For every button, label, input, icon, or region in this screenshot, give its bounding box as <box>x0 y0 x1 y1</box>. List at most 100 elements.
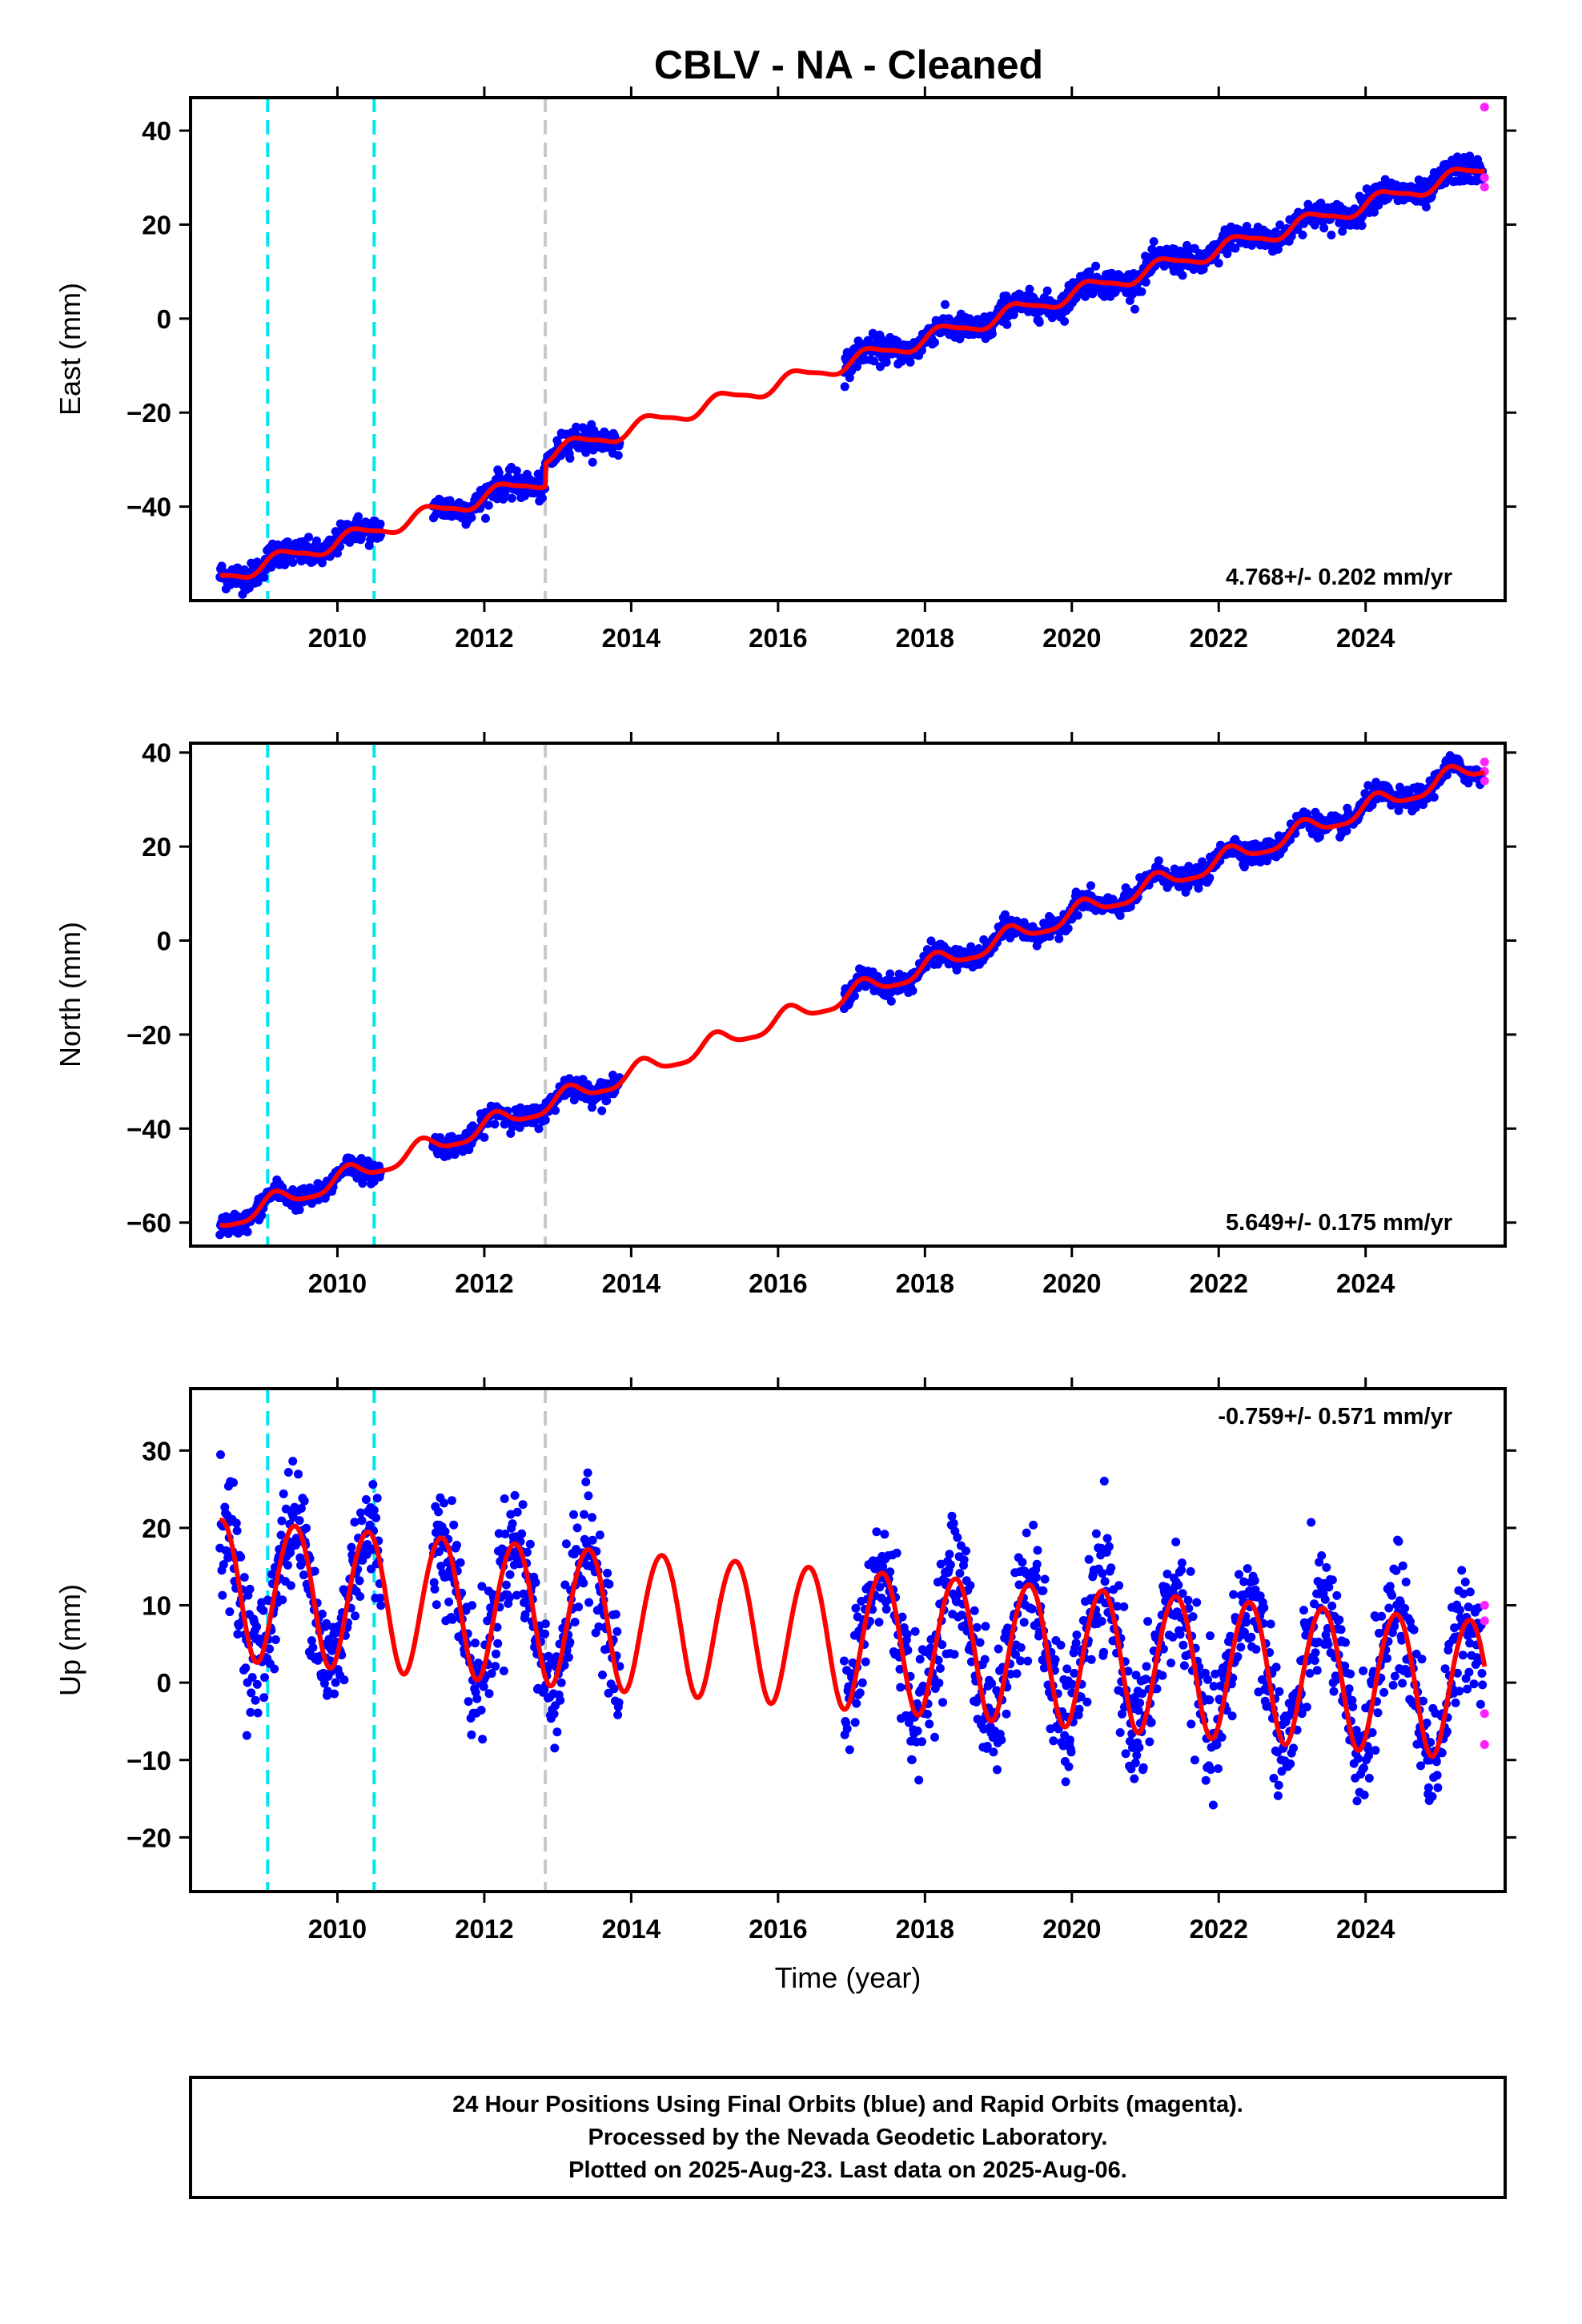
data-point <box>1091 1529 1101 1538</box>
data-point <box>850 1718 860 1727</box>
data-point <box>1132 1751 1142 1760</box>
data-point <box>1115 1728 1125 1737</box>
data-point <box>980 1655 990 1664</box>
data-point <box>452 1541 461 1550</box>
data-point <box>472 1694 482 1703</box>
data-point <box>970 1606 979 1615</box>
data-point <box>372 1494 382 1503</box>
data-point <box>1250 1576 1259 1586</box>
model-fit-line <box>218 167 1487 580</box>
data-point <box>283 1561 292 1570</box>
data-point <box>857 1678 867 1687</box>
data-point <box>476 1706 486 1715</box>
data-point <box>1275 1687 1284 1696</box>
y-tick-label: 40 <box>142 738 171 768</box>
plot-area <box>215 98 1489 601</box>
x-tick-label: 2010 <box>308 623 367 653</box>
data-point <box>507 493 516 503</box>
data-point <box>376 1601 386 1610</box>
data-point <box>1073 911 1082 920</box>
data-point <box>464 1697 473 1707</box>
data-point <box>540 1629 550 1638</box>
data-point <box>279 1489 288 1498</box>
data-point <box>1115 911 1125 920</box>
data-point <box>1084 1554 1094 1564</box>
data-point <box>1421 203 1431 211</box>
data-point <box>1477 1669 1487 1678</box>
data-point <box>243 1227 252 1236</box>
data-point <box>308 1642 318 1652</box>
data-point <box>1319 223 1329 233</box>
data-point <box>1102 1534 1112 1543</box>
rapid-point <box>1480 1601 1489 1610</box>
data-point <box>572 422 581 432</box>
rapid-point <box>1480 757 1489 766</box>
x-tick-label: 2014 <box>602 623 661 653</box>
data-point <box>1359 1790 1369 1799</box>
data-point <box>444 1597 454 1606</box>
data-point <box>259 573 269 582</box>
data-point <box>517 1529 527 1538</box>
data-point <box>917 1737 926 1747</box>
data-point <box>288 1457 298 1466</box>
data-point <box>934 1679 944 1688</box>
x-tick-label: 2020 <box>1042 1914 1101 1944</box>
rapid-point <box>1480 1709 1489 1719</box>
data-point <box>1166 1659 1176 1668</box>
data-point <box>288 557 298 567</box>
data-point <box>1086 1655 1096 1664</box>
data-point <box>886 996 896 1006</box>
data-point <box>570 1618 580 1626</box>
data-point <box>242 1731 251 1740</box>
data-point <box>581 1478 591 1486</box>
panel-east: 2010 2012 2014 2016 2018 2020 2022 2024−40−2002… <box>54 86 1516 653</box>
plot-area <box>215 743 1489 1246</box>
data-point <box>468 1601 477 1610</box>
data-point <box>1149 237 1158 247</box>
data-point <box>1227 1711 1237 1721</box>
data-point <box>551 1106 560 1116</box>
data-point <box>950 1650 959 1659</box>
data-point <box>480 1132 489 1142</box>
data-point <box>1145 1737 1154 1747</box>
data-point <box>1327 231 1336 239</box>
data-point <box>286 1581 295 1590</box>
data-point <box>339 1675 349 1685</box>
data-point <box>1134 1743 1144 1752</box>
data-point <box>294 1470 303 1479</box>
panel-north: 2010 2012 2014 2016 2018 2020 2022 2024−60−40−2… <box>54 732 1516 1298</box>
data-point <box>259 1606 268 1615</box>
data-point <box>484 1689 494 1699</box>
data-point <box>613 451 623 460</box>
data-point <box>1387 1590 1397 1600</box>
data-point <box>1186 1566 1195 1576</box>
data-point <box>902 1630 912 1639</box>
data-point <box>1208 1800 1218 1810</box>
data-point <box>987 329 997 339</box>
data-point <box>490 1120 500 1129</box>
data-point <box>907 1755 917 1764</box>
data-point <box>1401 1578 1411 1586</box>
y-tick-label: 20 <box>142 210 171 239</box>
data-point <box>260 1673 269 1683</box>
data-point <box>1062 1664 1072 1674</box>
data-point <box>278 1595 287 1605</box>
data-point <box>1179 1661 1189 1671</box>
data-point <box>1178 271 1187 280</box>
data-point <box>1451 1698 1460 1707</box>
data-point <box>1455 1606 1464 1614</box>
data-point <box>1311 1648 1320 1658</box>
data-point <box>852 1699 861 1708</box>
rapid-point <box>1480 1616 1489 1626</box>
data-point <box>501 1580 511 1590</box>
data-point <box>915 1655 925 1664</box>
x-tick-label: 2012 <box>455 1914 513 1944</box>
data-point <box>259 1693 269 1703</box>
data-point <box>989 1747 998 1757</box>
data-point <box>232 1526 242 1535</box>
data-point <box>1188 1612 1198 1622</box>
data-point <box>972 1622 982 1632</box>
data-point <box>1192 1598 1202 1607</box>
data-point <box>229 1478 238 1487</box>
data-point <box>1383 1654 1391 1663</box>
